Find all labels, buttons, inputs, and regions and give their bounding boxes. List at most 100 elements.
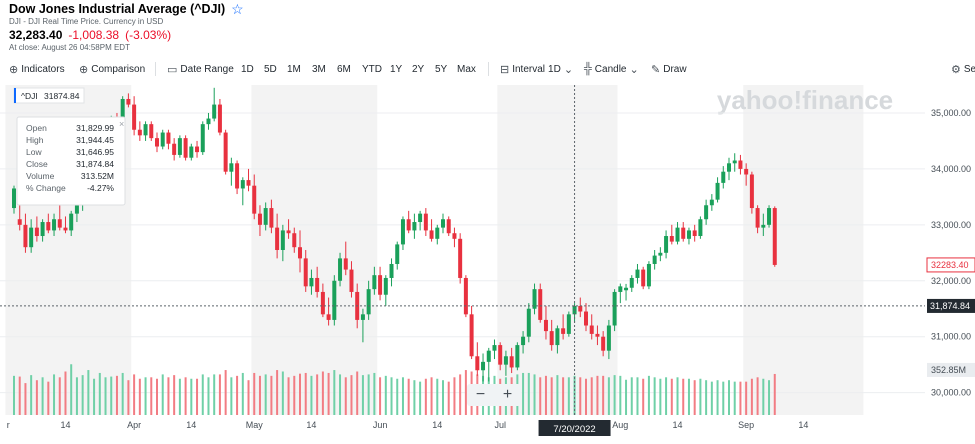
candle[interactable] <box>298 247 302 259</box>
range-5y-button[interactable]: 5Y <box>435 63 448 75</box>
candle[interactable] <box>395 244 400 264</box>
candle[interactable] <box>452 233 457 239</box>
candle[interactable] <box>177 138 182 155</box>
candle[interactable] <box>549 331 554 346</box>
candle[interactable] <box>463 277 468 315</box>
candle[interactable] <box>744 168 749 175</box>
candle[interactable] <box>498 345 503 365</box>
candle[interactable] <box>400 219 405 245</box>
candle[interactable] <box>206 118 211 125</box>
candle[interactable] <box>383 277 388 295</box>
range-3m-button[interactable]: 3M <box>312 63 326 75</box>
zoom-in-button[interactable]: + <box>502 386 513 403</box>
candle[interactable] <box>612 291 617 326</box>
candle[interactable] <box>555 328 560 346</box>
candle[interactable] <box>635 269 640 278</box>
candle[interactable] <box>658 252 663 256</box>
candle[interactable] <box>509 356 514 368</box>
candle[interactable] <box>503 356 508 365</box>
candle[interactable] <box>543 319 548 332</box>
candle[interactable] <box>23 224 28 248</box>
candle[interactable] <box>372 275 377 290</box>
candle[interactable] <box>137 129 142 136</box>
candle[interactable] <box>12 188 16 209</box>
candle[interactable] <box>458 238 463 278</box>
candle[interactable] <box>721 171 726 183</box>
candle[interactable] <box>429 230 434 239</box>
candle[interactable] <box>767 208 772 225</box>
candle[interactable] <box>120 98 125 127</box>
candle[interactable] <box>378 275 383 295</box>
range-ytd-button[interactable]: YTD <box>362 63 382 75</box>
candle[interactable] <box>646 263 651 287</box>
candle[interactable] <box>727 163 731 172</box>
candle[interactable] <box>441 219 445 228</box>
candle[interactable] <box>526 308 531 337</box>
candle[interactable] <box>52 219 57 231</box>
candle[interactable] <box>412 222 417 231</box>
candle[interactable] <box>681 227 686 239</box>
range-1y-button[interactable]: 1Y <box>390 63 403 75</box>
candle[interactable] <box>172 143 177 155</box>
candle[interactable] <box>143 124 148 136</box>
candle[interactable] <box>57 219 62 228</box>
candle[interactable] <box>166 132 171 144</box>
indicators-button[interactable]: ⊕ Indicators <box>9 63 65 76</box>
candle[interactable] <box>195 146 200 153</box>
candle[interactable] <box>338 258 343 281</box>
candle[interactable] <box>286 230 291 234</box>
candle[interactable] <box>561 328 566 334</box>
candle[interactable] <box>418 213 423 223</box>
candle[interactable] <box>326 314 331 320</box>
candle[interactable] <box>229 163 234 172</box>
candle[interactable] <box>263 208 268 225</box>
range-1m-button[interactable]: 1M <box>287 63 301 75</box>
candle[interactable] <box>189 146 194 158</box>
candle[interactable] <box>606 325 611 351</box>
range-6m-button[interactable]: 6M <box>337 63 351 75</box>
candle[interactable] <box>652 255 657 264</box>
range-1d-button[interactable]: 1D <box>241 63 254 75</box>
candle[interactable] <box>320 291 325 315</box>
candle[interactable] <box>698 219 703 237</box>
candle[interactable] <box>492 345 497 351</box>
zoom-out-button[interactable]: − <box>475 386 486 403</box>
candle[interactable] <box>360 314 365 320</box>
candle[interactable] <box>275 227 280 250</box>
candle[interactable] <box>46 222 51 231</box>
candle[interactable] <box>515 345 520 368</box>
range-2y-button[interactable]: 2Y <box>412 63 425 75</box>
candle[interactable] <box>280 230 285 250</box>
candle[interactable] <box>69 213 74 231</box>
candle[interactable] <box>532 289 537 309</box>
candle[interactable] <box>755 208 760 228</box>
candle[interactable] <box>315 277 320 292</box>
candle[interactable] <box>738 160 743 169</box>
candle[interactable] <box>309 277 314 287</box>
candle[interactable] <box>269 208 274 228</box>
candle[interactable] <box>155 138 159 147</box>
candle[interactable] <box>624 287 629 291</box>
star-icon[interactable]: ☆ <box>231 1 244 17</box>
candle[interactable] <box>486 350 491 362</box>
candle[interactable] <box>521 336 526 346</box>
candle[interactable] <box>183 138 188 158</box>
candle[interactable] <box>423 213 428 231</box>
candle[interactable] <box>246 180 251 186</box>
candle[interactable] <box>212 104 217 119</box>
candle[interactable] <box>17 219 22 225</box>
candle[interactable] <box>149 124 154 139</box>
price-chart[interactable]: yahoo!finance 31,874.84 32283.40 352.85M 3… <box>0 85 975 444</box>
candle[interactable] <box>40 222 45 237</box>
candle[interactable] <box>566 314 571 334</box>
candle[interactable] <box>629 277 634 288</box>
range-max-button[interactable]: Max <box>457 63 476 75</box>
candle[interactable] <box>664 236 669 253</box>
candle[interactable] <box>761 224 766 228</box>
candle[interactable] <box>686 230 691 239</box>
candle[interactable] <box>641 269 646 287</box>
candle[interactable] <box>538 289 543 320</box>
candle[interactable] <box>389 263 394 278</box>
candle[interactable] <box>34 227 39 237</box>
candle[interactable] <box>595 333 600 337</box>
